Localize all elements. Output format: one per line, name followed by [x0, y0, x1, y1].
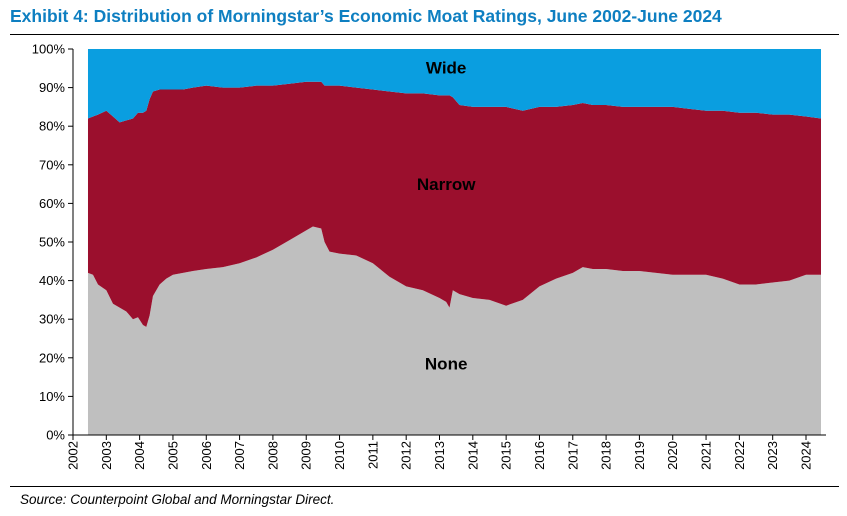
- x-tick-label: 2017: [565, 441, 580, 470]
- x-tick-label: 2024: [799, 441, 814, 470]
- y-tick-label: 40%: [39, 273, 65, 288]
- x-tick-label: 2021: [699, 441, 714, 470]
- y-tick-label: 50%: [39, 235, 65, 250]
- title-divider: [10, 34, 839, 35]
- x-tick-label: 2022: [732, 441, 747, 470]
- x-tick-label: 2010: [332, 441, 347, 470]
- x-tick-label: 2013: [432, 441, 447, 470]
- y-tick-label: 80%: [39, 119, 65, 134]
- x-tick-label: 2005: [165, 441, 180, 470]
- y-tick-label: 10%: [39, 389, 65, 404]
- x-tick-label: 2020: [665, 441, 680, 470]
- x-tick-label: 2006: [199, 441, 214, 470]
- x-tick-label: 2002: [66, 441, 81, 470]
- x-tick-label: 2003: [99, 441, 114, 470]
- x-tick-label: 2019: [632, 441, 647, 470]
- y-tick-label: 100%: [32, 42, 66, 57]
- footer-divider: [10, 486, 839, 487]
- x-tick-label: 2014: [465, 441, 480, 470]
- x-tick-label: 2008: [265, 441, 280, 470]
- x-axis: 2002 2003 2004 2005 2006 2007 2008 2009 2010 2011…: [66, 434, 826, 470]
- y-tick-label: 70%: [39, 157, 65, 172]
- moat-ratings-chart: 0%10%20%30%40%50%60%70%80%90%100% 2002 20…: [32, 42, 826, 470]
- series-label-none: None: [425, 354, 468, 373]
- x-tick-label: 2011: [365, 441, 380, 469]
- x-tick-label: 2012: [399, 441, 414, 470]
- y-tick-label: 20%: [39, 350, 65, 365]
- area-none: [87, 226, 822, 435]
- y-tick-label: 60%: [39, 196, 65, 211]
- series-label-wide: Wide: [426, 58, 466, 77]
- x-tick-label: 2015: [499, 441, 514, 470]
- series-labels: Wide Narrow None: [417, 58, 476, 373]
- stacked-areas: [87, 49, 822, 435]
- y-tick-label: 30%: [39, 312, 65, 327]
- area-wide: [87, 49, 822, 123]
- area-narrow: [87, 81, 822, 327]
- chart-title: Exhibit 4: Distribution of Morningstar’s…: [10, 6, 722, 26]
- x-tick-label: 2004: [132, 441, 147, 470]
- y-tick-label: 0%: [46, 428, 65, 443]
- x-tick-label: 2009: [299, 441, 314, 470]
- x-tick-label: 2016: [532, 441, 547, 470]
- y-axis: 0% 10% 20% 30% 40% 50% 60% 70% 80% 90% 100%: [32, 42, 74, 443]
- source-note: Source: Counterpoint Global and Mornings…: [20, 492, 335, 507]
- x-tick-label: 2018: [599, 441, 614, 470]
- x-tick-label: 2007: [232, 441, 247, 470]
- x-tick-label: 2023: [765, 441, 780, 470]
- series-label-narrow: Narrow: [417, 175, 476, 194]
- y-tick-label: 90%: [39, 80, 65, 95]
